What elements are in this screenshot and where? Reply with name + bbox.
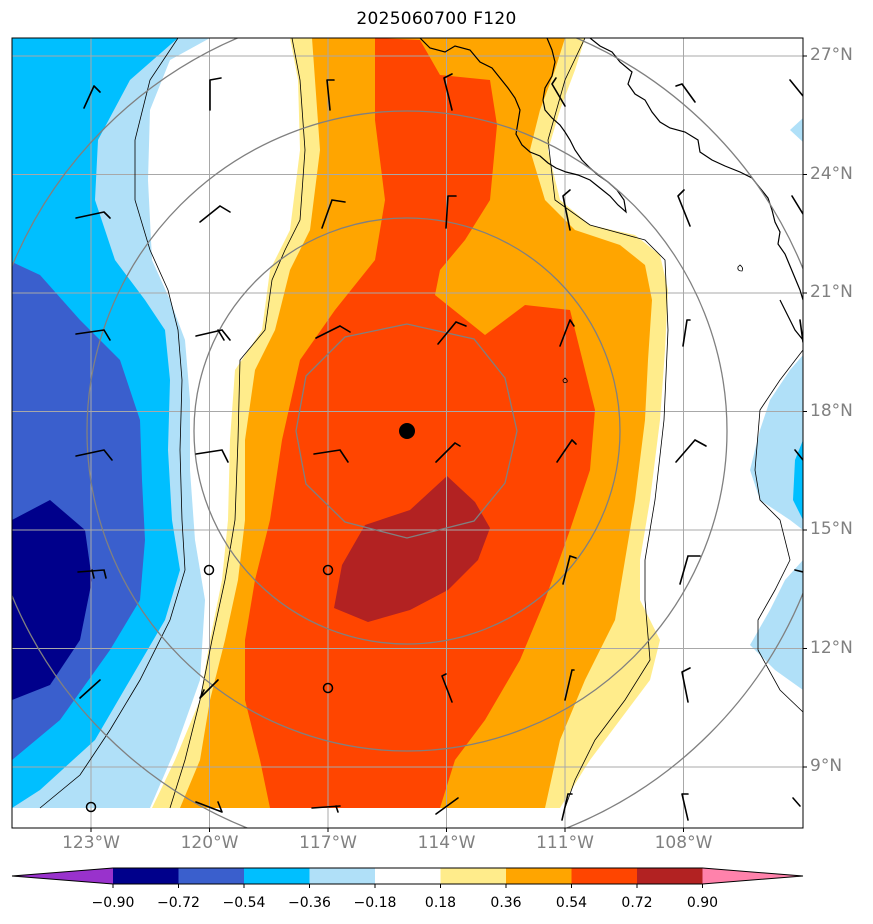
- lat-label-18n: 18°N: [810, 401, 853, 421]
- lat-label-24n: 24°N: [810, 164, 853, 184]
- colorbar-seg-1: [113, 868, 179, 884]
- colorbar-extend-high: [702, 868, 803, 884]
- storm-center-marker: [399, 423, 415, 439]
- field-light-blue-right-2: [750, 560, 803, 690]
- colorbar-label: 0.36: [490, 895, 522, 911]
- coastline: [419, 38, 803, 341]
- colorbar-label: 0.54: [555, 895, 588, 911]
- lat-label-15n: 15°N: [810, 519, 853, 539]
- field-navy: [12, 500, 92, 700]
- colorbar-label: −0.72: [157, 895, 200, 911]
- lon-label-117w: 117°W: [299, 833, 357, 853]
- map-frame: [11, 37, 804, 829]
- colorbar-label: −0.36: [288, 895, 331, 911]
- lon-label-111w: 111°W: [536, 833, 594, 853]
- colorbar-seg-8: [571, 868, 637, 884]
- lat-label-21n: 21°N: [810, 282, 853, 302]
- lon-label-108w: 108°W: [654, 833, 713, 853]
- colorbar-seg-4: [309, 868, 375, 884]
- wind-barbs: [75, 73, 803, 821]
- lon-label-120w: 120°W: [180, 833, 239, 853]
- map-title: 2025060700 F120: [356, 9, 517, 29]
- field-light-blue-top-right: [790, 118, 803, 142]
- shaded-field: [12, 38, 803, 828]
- range-rings: [12, 38, 803, 828]
- colorbar-seg-2: [178, 868, 244, 884]
- colorbar-label: 0.72: [621, 895, 653, 911]
- lat-label-12n: 12°N: [810, 638, 853, 658]
- colorbar-seg-3: [244, 868, 310, 884]
- lon-ticks: [90, 828, 684, 832]
- field-deep-blue-right: [793, 440, 803, 520]
- colorbar-seg-6: [440, 868, 506, 884]
- field-light-blue-right: [750, 355, 803, 530]
- colorbar-label: 0.18: [424, 895, 457, 911]
- lat-label-9n: 9°N: [810, 756, 843, 776]
- calm-circles: [85, 564, 334, 813]
- gridlines: [12, 38, 803, 828]
- colorbar: [11, 867, 804, 888]
- lat-ticks: [803, 55, 807, 768]
- field-red-orange: [245, 38, 595, 808]
- colorbar-seg-5: [375, 868, 441, 884]
- colorbar-label: −0.18: [353, 895, 397, 911]
- lat-label-27n: 27°N: [810, 45, 853, 65]
- colorbar-label: −0.54: [222, 895, 266, 911]
- colorbar-extend-low: [12, 868, 113, 884]
- colorbar-seg-9: [637, 868, 703, 884]
- colorbar-label: −0.90: [91, 895, 135, 911]
- field-firebrick: [334, 476, 490, 622]
- contour-lines: [39, 38, 803, 809]
- colorbar-seg-7: [506, 868, 572, 884]
- lon-label-123w: 123°W: [62, 833, 120, 853]
- colorbar-label: 0.90: [686, 895, 719, 911]
- lon-label-114w: 114°W: [417, 833, 476, 853]
